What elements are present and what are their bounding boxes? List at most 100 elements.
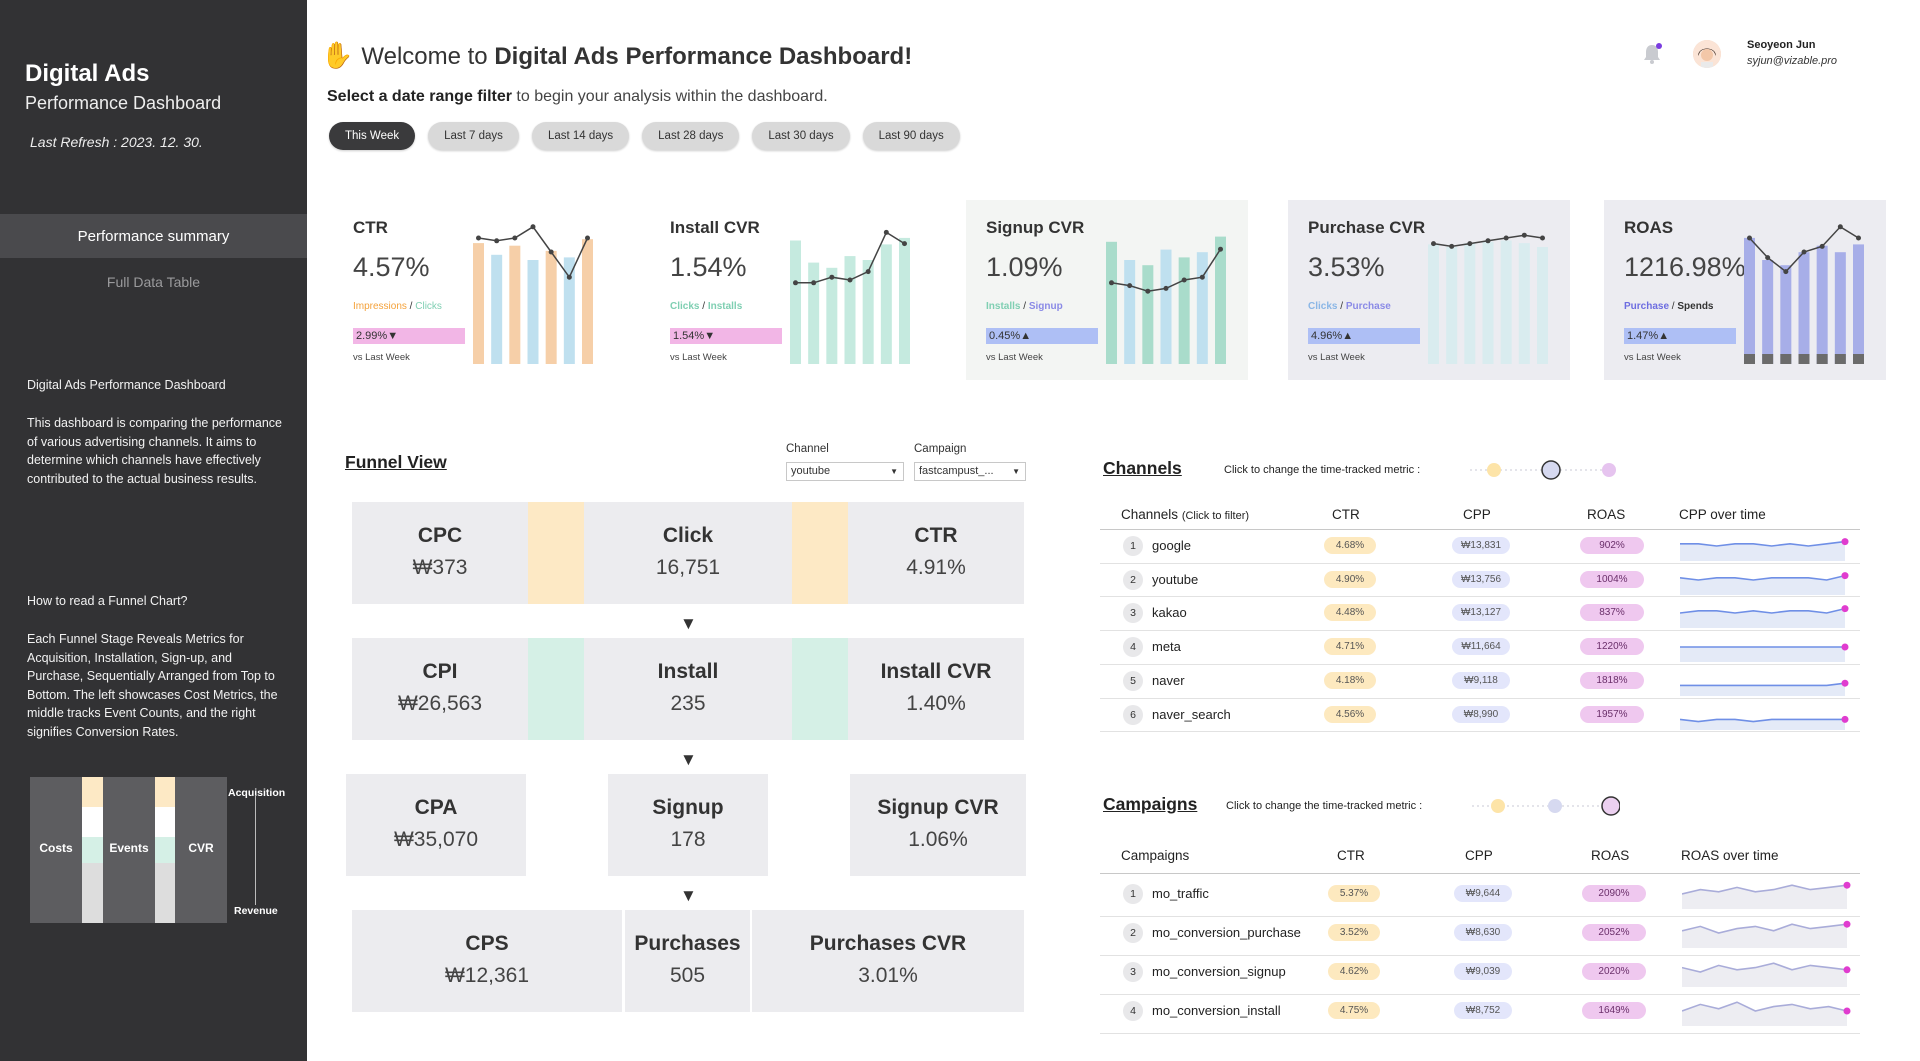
kpi-card[interactable]: Purchase CVR 3.53% Clicks / Purchase 4.96%▲…	[1288, 200, 1570, 380]
kpi-trend-point	[1431, 241, 1436, 247]
kpi-card[interactable]: ROAS 1216.98% Purchase / Spends 1.47%▲ vs La…	[1604, 200, 1886, 380]
funnel-metric-value: 3.01%	[858, 964, 918, 987]
sparkline-line	[1680, 540, 1846, 547]
funnel-cvr-box[interactable]: Purchases CVR 3.01%	[752, 910, 1024, 1012]
kpi-trend-bar-base	[1780, 354, 1792, 364]
row-rank: 2	[1123, 923, 1143, 943]
kpi-formula-separator: /	[406, 301, 416, 312]
kpi-card[interactable]: Signup CVR 1.09% Installs / Signup 0.45%▲ vs…	[966, 200, 1248, 380]
kpi-vs-label: vs Last Week	[986, 352, 1043, 363]
filter-last-14-days[interactable]: Last 14 days	[531, 122, 630, 150]
sparkline-area	[1680, 575, 1845, 595]
sparkline-end-point	[1841, 605, 1849, 613]
table-row[interactable]: 1 mo_traffic 5.37% ₩9,644 2090%	[1100, 879, 1860, 909]
funnel-cost-box[interactable]: CPA ₩35,070	[346, 774, 526, 876]
ctr-metric-dot[interactable]	[1487, 463, 1501, 477]
mini-funnel-cvr-column	[175, 777, 227, 923]
nav-full-data-table[interactable]: Full Data Table	[106, 274, 201, 290]
row-sparkline	[1682, 920, 1851, 948]
channel-filter-select[interactable]: youtube ▼	[786, 462, 904, 481]
cpp-value-chip: ₩8,990	[1452, 705, 1510, 723]
mini-funnel-costs-column	[30, 777, 82, 923]
roas-metric-dot[interactable]	[1601, 796, 1620, 816]
funnel-event-box[interactable]: Purchases 505	[625, 910, 750, 1012]
campaign-filter-select[interactable]: fastcampust_... ▼	[914, 462, 1026, 481]
kpi-trend-bar	[1762, 260, 1774, 364]
roas-metric-dot[interactable]	[1602, 463, 1616, 477]
table-row[interactable]: 4 meta 4.71% ₩11,664 1220%	[1100, 632, 1860, 663]
sparkline-area	[1680, 541, 1845, 561]
table-row[interactable]: 1 google 4.68% ₩13,831 902%	[1100, 531, 1860, 561]
funnel-event-box[interactable]: Install 235	[584, 638, 792, 740]
ctr-metric-dot[interactable]	[1491, 799, 1505, 813]
funnel-event-box[interactable]: Click 16,751	[584, 502, 792, 604]
sparkline-area	[1680, 682, 1845, 696]
kpi-trend-bar	[826, 267, 838, 364]
row-divider	[1100, 596, 1860, 598]
cpp-metric-dot[interactable]	[1541, 460, 1561, 480]
table-row[interactable]: 5 naver 4.18% ₩9,118 1818%	[1100, 666, 1860, 696]
kpi-trend-point	[548, 249, 554, 255]
kpi-trend-bar	[880, 244, 892, 364]
filter-last-7-days[interactable]: Last 7 days	[428, 122, 519, 150]
kpi-card[interactable]: CTR 4.57% Impressions / Clicks 2.99%▼ vs Las…	[333, 200, 615, 380]
row-divider	[1100, 562, 1860, 564]
table-row[interactable]: 2 youtube 4.90% ₩13,756 1004%	[1100, 565, 1860, 595]
funnel-event-box[interactable]: Signup 178	[608, 774, 768, 876]
cpp-metric-dot[interactable]	[1548, 799, 1562, 813]
table-row[interactable]: 3 mo_conversion_signup 4.62% ₩9,039 2020%	[1100, 957, 1860, 987]
campaigns-header-divider	[1100, 873, 1860, 874]
ctr-value-chip: 4.18%	[1324, 671, 1376, 689]
table-row[interactable]: 4 mo_conversion_install 4.75% ₩8,752 1649%	[1100, 996, 1860, 1026]
kpi-trend-point	[1467, 241, 1473, 247]
row-divider	[1100, 994, 1860, 995]
campaigns-col-ctr: CTR	[1337, 848, 1365, 863]
funnel-down-arrow-icon: ▼	[680, 614, 697, 633]
funnel-metric-label: CTR	[914, 524, 958, 547]
funnel-metric-value: 4.91%	[906, 556, 966, 579]
kpi-trend-bar	[1798, 252, 1810, 364]
row-divider	[1100, 955, 1860, 956]
funnel-metric-value: 235	[670, 692, 706, 715]
kpi-trend-point	[585, 235, 590, 241]
kpi-trend-point	[883, 229, 889, 235]
kpi-delta-badge: 1.54%▼	[670, 328, 782, 344]
table-row[interactable]: 6 naver_search 4.56% ₩8,990 1957%	[1100, 700, 1860, 730]
kpi-name: Purchase CVR	[1308, 218, 1426, 237]
filter-last-28-days[interactable]: Last 28 days	[642, 122, 740, 150]
kpi-trend-bar	[1178, 257, 1190, 364]
roas-value-chip: 2090%	[1582, 885, 1646, 902]
sparkline-area	[1682, 963, 1847, 987]
roas-value-chip: 1220%	[1580, 638, 1644, 656]
sparkline-line	[1680, 608, 1846, 615]
kpi-card[interactable]: Install CVR 1.54% Clicks / Installs 1.54%▼ v…	[650, 200, 932, 380]
notification-bell-icon[interactable]	[1640, 42, 1664, 66]
filter-last-90-days[interactable]: Last 90 days	[862, 122, 960, 150]
table-row[interactable]: 2 mo_conversion_purchase 3.52% ₩8,630 2052%	[1100, 918, 1860, 948]
campaigns-metric-toggle[interactable]	[1470, 794, 1620, 818]
user-avatar[interactable]	[1693, 40, 1721, 68]
funnel-cost-box[interactable]: CPC ₩373	[352, 502, 528, 604]
filter-last-30-days[interactable]: Last 30 days	[752, 122, 850, 150]
funnel-cvr-box[interactable]: Signup CVR 1.06%	[850, 774, 1026, 876]
table-row[interactable]: 3 kakao 4.48% ₩13,127 837%	[1100, 598, 1860, 629]
filter-this-week[interactable]: This Week	[329, 122, 416, 150]
kpi-trend-point	[1819, 243, 1825, 249]
campaigns-col-name: Campaigns	[1121, 848, 1190, 863]
nav-performance-summary[interactable]: Performance summary	[0, 214, 307, 258]
funnel-metric-label: CPI	[422, 660, 458, 683]
channels-metric-toggle[interactable]	[1468, 458, 1618, 482]
sparkline-line	[1680, 682, 1846, 686]
funnel-cvr-box[interactable]: Install CVR 1.40%	[848, 638, 1024, 740]
sparkline-end-point	[1841, 679, 1849, 687]
funnel-connector	[528, 638, 584, 740]
kpi-trend-point	[1485, 238, 1491, 244]
kpi-trend-bar	[545, 250, 557, 364]
channels-col-roas: ROAS	[1587, 507, 1626, 522]
funnel-cvr-box[interactable]: CTR 4.91%	[848, 502, 1024, 604]
kpi-trend-bar	[1428, 244, 1439, 364]
chevron-down-icon: ▼	[1012, 467, 1020, 476]
kpi-trend-point	[530, 224, 536, 230]
funnel-cost-box[interactable]: CPS ₩12,361	[352, 910, 622, 1012]
funnel-cost-box[interactable]: CPI ₩26,563	[352, 638, 528, 740]
